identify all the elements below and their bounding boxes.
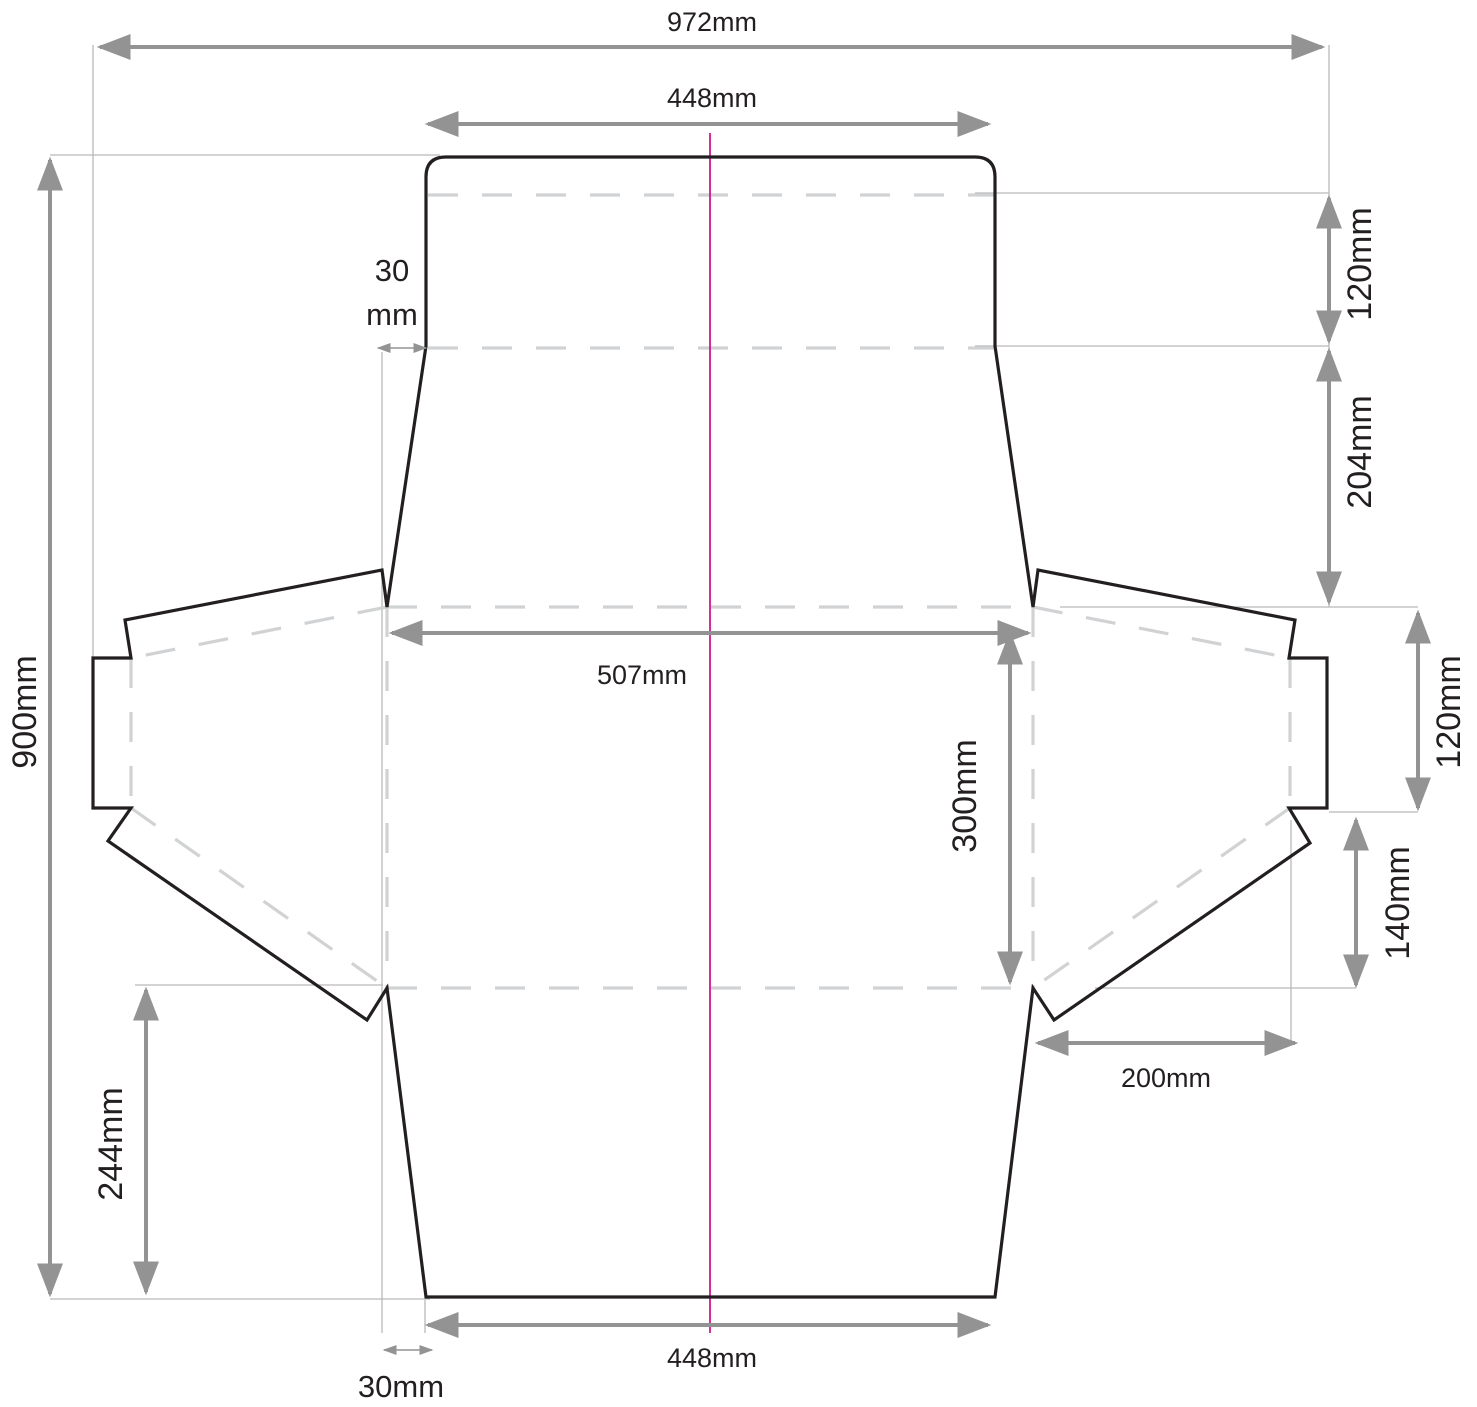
dimension-arrows <box>37 34 1431 1355</box>
label-bottom-panel-height: 244mm <box>92 1087 130 1200</box>
extension-lines <box>50 45 1418 1333</box>
label-right-flap-lower-height: 140mm <box>1379 846 1417 959</box>
label-middle-height: 300mm <box>946 739 984 852</box>
dimension-labels: 972mm 448mm 507mm 200mm 448mm 30mm 30 mm… <box>6 7 1468 1404</box>
label-overall-width: 972mm <box>667 7 757 37</box>
label-bottom-width: 448mm <box>667 1343 757 1373</box>
label-top-offset-line2: mm <box>366 297 418 332</box>
cut-outline <box>91 155 1329 1299</box>
label-bottom-offset: 30mm <box>358 1369 444 1404</box>
label-right-tab-height: 120mm <box>1430 655 1468 768</box>
label-side-flap-width: 200mm <box>1121 1063 1211 1093</box>
label-middle-width: 507mm <box>597 660 687 690</box>
label-top-flap-height: 120mm <box>1341 207 1379 320</box>
label-overall-height: 900mm <box>6 655 44 768</box>
fold-lines <box>129 193 1292 990</box>
label-top-width: 448mm <box>667 83 757 113</box>
label-upper-panel-height: 204mm <box>1341 395 1379 508</box>
label-top-offset-line1: 30 <box>375 253 409 288</box>
